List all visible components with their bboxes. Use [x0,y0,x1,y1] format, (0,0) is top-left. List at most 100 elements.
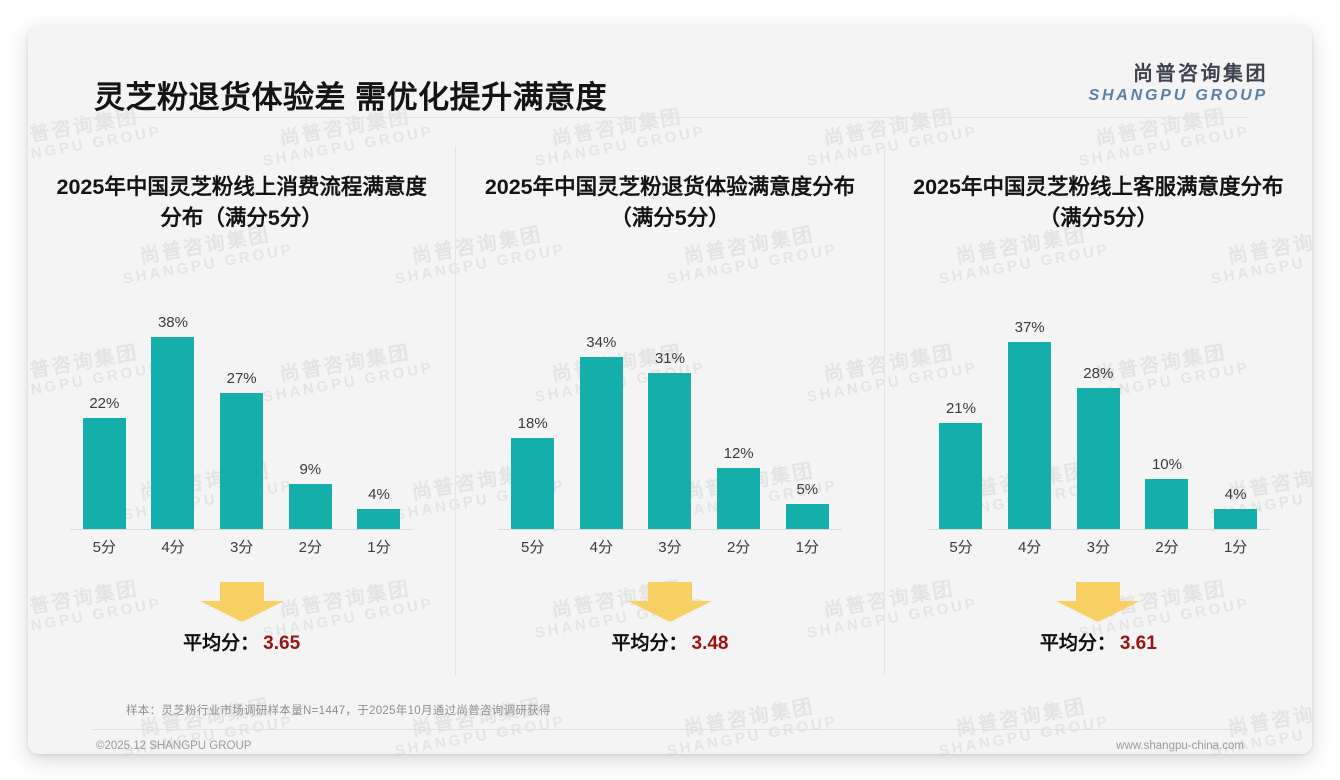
average-score-line: 平均分： 3.65 [28,628,455,655]
slide-footer: ©2025.12 SHANGPU GROUP www.shangpu-china… [28,732,1312,754]
bar[interactable] [511,438,555,529]
bar-value-label: 9% [299,461,322,478]
down-arrow-icon [198,582,286,622]
bar-slot: 12% [706,318,771,529]
average-score-value: 3.48 [691,633,729,654]
logo-chinese-text: 尚普咨询集团 [1133,63,1268,85]
bar[interactable] [939,423,983,529]
bar[interactable] [785,504,829,529]
chart-panel: 2025年中国灵芝粉线上消费流程满意度分布（满分5分） 22% 38% 27% 9% 4%… [28,146,455,676]
x-axis-tick-label: 3分 [1086,539,1110,556]
bar-value-label: 21% [945,400,976,417]
x-axis-tick-label: 5分 [949,539,973,556]
bar-group: 21% 37% 28% 10% 4% [926,318,1270,530]
logo-english-text: SHANGPU GROUP [1088,87,1268,104]
x-axis-tick-label: 1分 [367,539,391,556]
bar-chart-plot: 22% 38% 27% 9% 4% [70,314,414,530]
bar[interactable] [288,484,332,529]
website-link[interactable]: www.shangpu-china.com [1116,740,1244,752]
bar[interactable] [82,418,126,529]
bar[interactable] [579,357,623,529]
down-arrow-icon [1054,582,1142,622]
bar-slot: 5% [775,318,840,529]
bar-slot: 37% [997,318,1062,529]
copyright-text: ©2025.12 SHANGPU GROUP [96,740,252,752]
bar[interactable] [357,509,401,529]
bar-slot: 10% [1134,318,1199,529]
average-score-value: 3.61 [1119,633,1157,654]
bar-value-label: 4% [368,486,390,503]
average-score-line: 平均分： 3.61 [885,628,1312,655]
bar-value-label: 10% [1151,456,1182,473]
bar-slot: 31% [637,318,702,529]
bar-value-label: 5% [796,481,819,498]
average-score-line: 平均分： 3.48 [456,628,883,655]
average-score-label: 平均分： [183,633,260,654]
bar-slot: 4% [1203,318,1268,529]
x-axis-tick-label: 2分 [298,539,322,556]
bar[interactable] [1145,479,1189,529]
bar-slot: 4% [346,318,411,529]
x-axis-tick-label: 5分 [520,539,545,556]
average-score-label: 平均分： [1039,633,1116,654]
charts-row: 2025年中国灵芝粉线上消费流程满意度分布（满分5分） 22% 38% 27% 9% 4%… [28,146,1312,676]
bar[interactable] [220,393,264,529]
average-score-label: 平均分： [611,633,688,654]
average-score-block: 平均分： 3.61 [885,582,1312,655]
chart-panel: 2025年中国灵芝粉退货体验满意度分布（满分5分） 18% 34% 31% 12% 5% 5… [455,146,883,676]
x-axis-tick-label: 4分 [589,539,613,556]
bar-value-label: 31% [654,350,685,367]
bar-slot: 38% [140,314,205,529]
chart-title: 2025年中国灵芝粉退货体验满意度分布（满分5分） [484,175,856,230]
bar-value-label: 28% [1083,365,1114,382]
bar-slot: 18% [500,318,565,529]
bar-chart-plot: 21% 37% 28% 10% 4% [926,318,1270,530]
chart-title: 2025年中国灵芝粉线上消费流程满意度分布（满分5分） [56,175,427,230]
chart-title: 2025年中国灵芝粉线上客服满意度分布（满分5分） [913,175,1284,230]
x-axis: 5分 4分 3分 2分 1分 [498,536,841,557]
bar-value-label: 27% [226,370,257,387]
x-axis: 5分 4分 3分 2分 1分 [927,536,1270,557]
average-score-block: 平均分： 3.65 [28,582,455,655]
bar-value-label: 4% [1224,486,1247,503]
x-axis-tick-label: 2分 [726,539,751,556]
x-axis: 5分 4分 3分 2分 1分 [70,536,413,557]
bar-group: 22% 38% 27% 9% 4% [70,314,414,530]
footer-divider [92,729,1248,730]
average-score-value: 3.65 [263,633,301,654]
bar-value-label: 38% [157,314,188,331]
bar[interactable] [1214,509,1258,529]
x-axis-tick-label: 1分 [795,539,819,556]
bar-value-label: 12% [723,445,754,462]
bar[interactable] [648,373,692,529]
bar[interactable] [151,337,195,529]
brand-logo: 尚普咨询集团 SHANGPU GROUP [1088,63,1268,105]
bar[interactable] [717,468,761,529]
header-divider [92,117,1248,118]
bar-slot: 27% [209,318,274,529]
bar-value-label: 22% [89,395,120,412]
slide-header: 灵芝粉退货体验差 需优化提升满意度 尚普咨询集团 SHANGPU GROUP [28,26,1312,118]
bar-value-label: 18% [517,415,548,432]
bar-slot: 28% [1066,318,1131,529]
x-axis-tick-label: 2分 [1155,539,1179,556]
bar-value-label: 34% [586,334,617,351]
source-footnote: 样本：灵芝粉行业市场调研样本量N=1447，于2025年10月通过尚普咨询调研获… [126,705,551,717]
bar-value-label: 37% [1014,319,1045,336]
page-title: 灵芝粉退货体验差 需优化提升满意度 [94,80,608,115]
x-axis-tick-label: 5分 [92,539,116,556]
bar-group: 18% 34% 31% 12% 5% [498,318,842,530]
bar-chart-plot: 18% 34% 31% 12% 5% [498,318,842,530]
down-arrow-icon [626,582,714,622]
chart-panel: 2025年中国灵芝粉线上客服满意度分布（满分5分） 21% 37% 28% 10% 4% 5… [883,146,1312,676]
x-axis-tick-label: 4分 [1017,539,1042,556]
bar-slot: 34% [569,318,634,529]
slide-card: 尚普咨询集团 SHANGPU GROUP 尚普咨询集团 SHANGPU GROUP 尚普… [28,26,1312,754]
bar-slot: 22% [72,318,137,529]
bar-slot: 9% [278,318,343,529]
bar[interactable] [1008,342,1052,529]
x-axis-tick-label: 1分 [1223,539,1248,556]
bar-slot: 21% [928,318,993,529]
bar[interactable] [1076,388,1120,529]
x-axis-tick-label: 3分 [229,539,254,556]
